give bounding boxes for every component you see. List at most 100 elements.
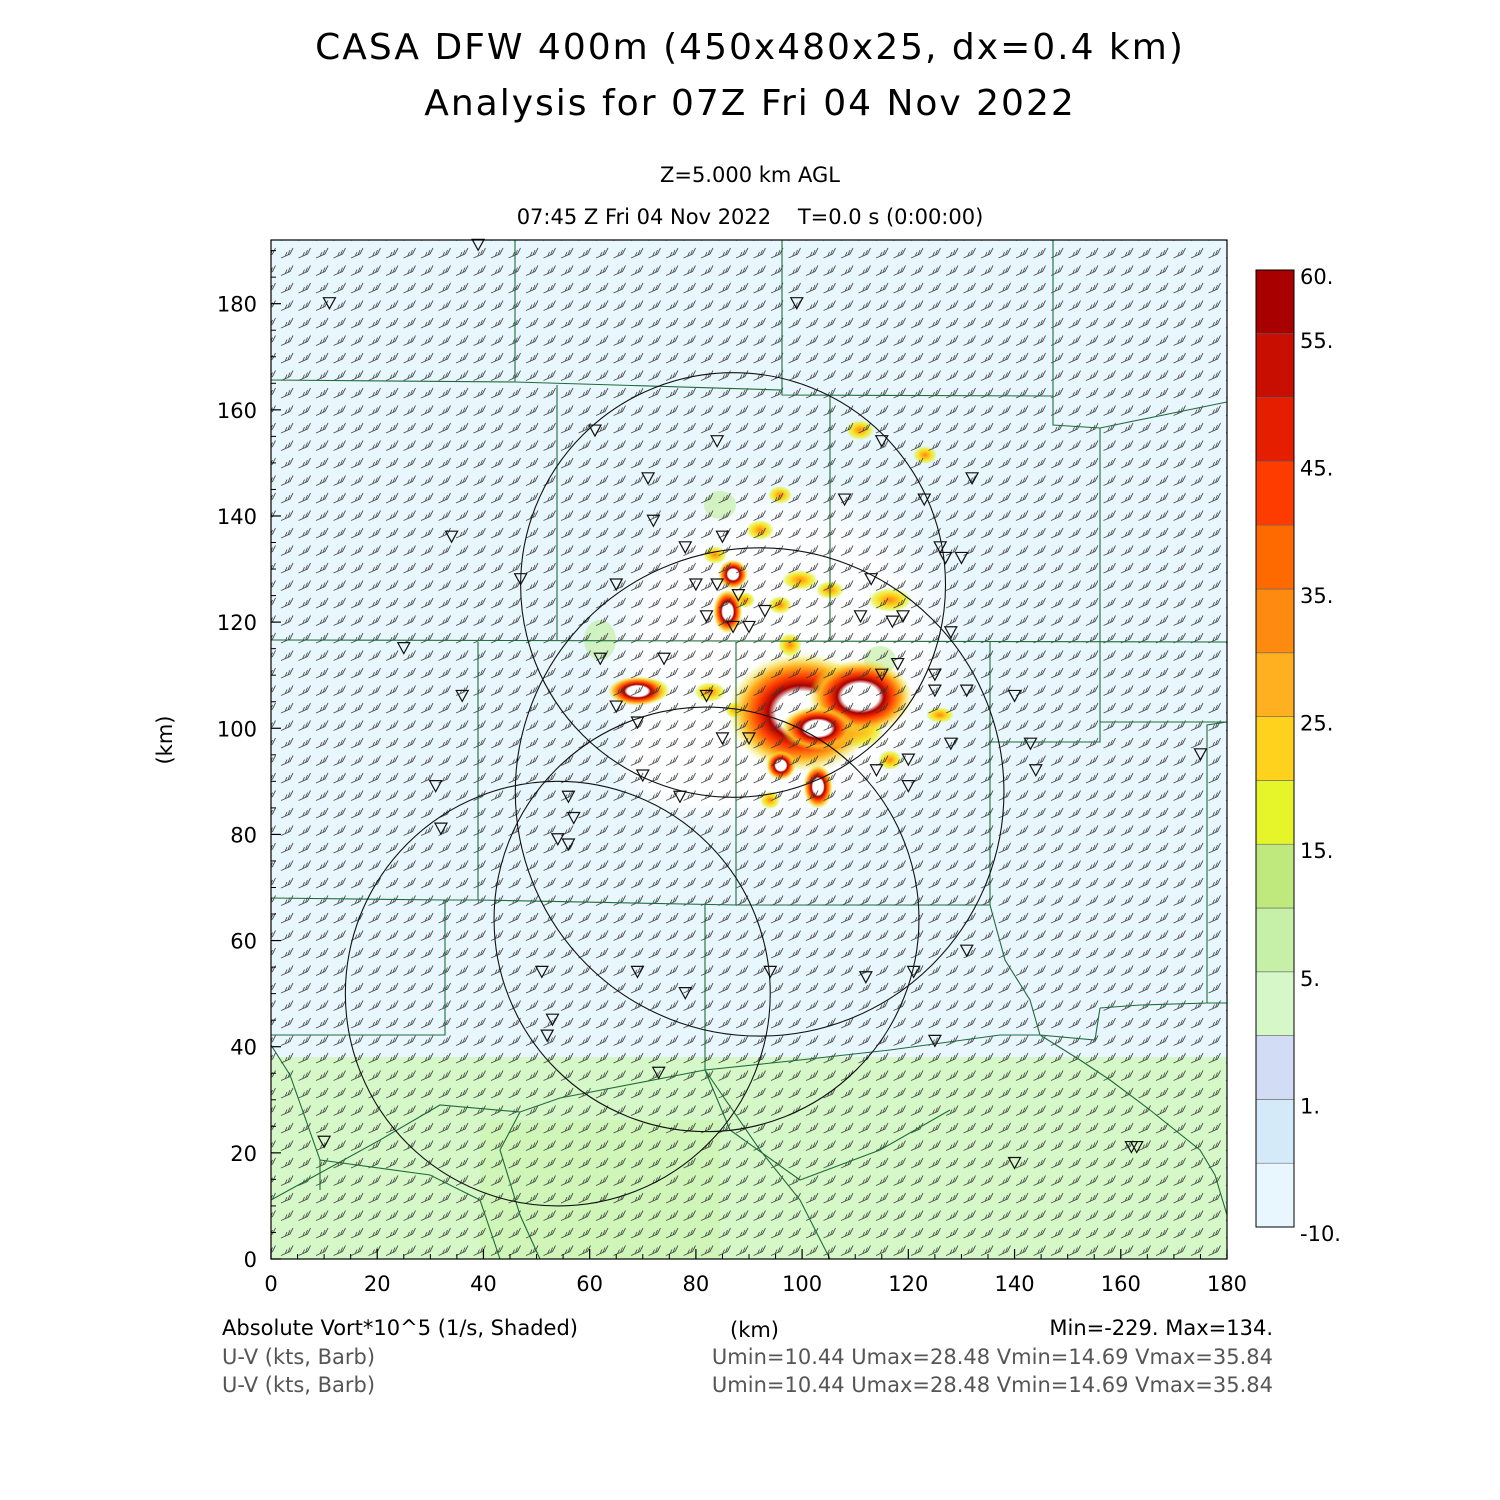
y-tick-label: 40 [230,1036,257,1060]
station-marker [965,472,980,486]
colorbar-swatch [1255,461,1295,526]
x-tick-label: 0 [264,1272,277,1296]
colorbar-swatch [1255,971,1295,1036]
station-marker [561,790,576,804]
station-marker [513,573,528,586]
station-marker [1028,764,1043,777]
station-marker [959,684,974,698]
station-marker [927,684,942,698]
y-tick-label: 0 [244,1248,257,1272]
x-axis: 0 20 40 60 80 100 120 140 160 180 [264,1249,1247,1296]
colorbar-label: 35. [1300,584,1333,608]
station-marker [699,610,714,624]
wind-barbs [271,240,1227,1259]
station-marker [1007,689,1022,703]
station-marker [927,1034,942,1048]
station-marker [943,626,958,639]
field-stats: Min=-229. Max=134. [1049,1316,1273,1340]
station-marker [710,435,725,448]
x-tick-label: 120 [888,1272,928,1296]
station-marker [789,297,804,310]
colorbar-swatch [1255,1099,1295,1164]
station-marker [938,551,953,565]
time-label: 07:45 Z Fri 04 Nov 2022 T=0.0 s (0:00:00… [516,205,984,229]
station-marker [651,1066,666,1080]
colorbar-label: 55. [1300,329,1333,353]
station-marker [646,514,661,528]
station-marker [901,753,916,767]
colorbar-label: 60. [1300,265,1333,289]
colorbar-label: 15. [1300,839,1333,863]
station-marker [933,541,948,555]
x-tick-label: 40 [470,1272,497,1296]
y-tick-label: 140 [217,505,257,529]
station-marker [1193,748,1208,762]
station-marker [433,822,448,836]
station-marker [864,573,879,586]
radar-ring-1 [514,547,1005,1037]
chart-title: CASA DFW 400m (450x480x25, dx=0.4 km) [315,27,1185,68]
station-marker [890,657,905,671]
barb-stats-2: Umin=10.44 Umax=28.48 Vmin=14.69 Vmax=35… [711,1373,1273,1397]
y-axis-label: (km) [153,715,177,764]
colorbar-swatch [1255,843,1295,909]
station-marker [641,472,656,486]
colorbar-swatch [1255,1162,1295,1228]
y-tick-label: 60 [230,930,257,954]
station-marker [763,965,778,979]
station-marker [1023,737,1038,751]
x-tick-label: 160 [1101,1272,1141,1296]
colorbar-label: -10. [1300,1222,1341,1246]
station-marker [885,615,900,629]
station-marker [901,780,916,793]
y-tick-label: 20 [230,1142,257,1166]
station-marker [587,424,602,438]
colorbar-label: 45. [1300,456,1333,480]
station-marker [927,668,942,682]
barb-stats-1: Umin=10.44 Umax=28.48 Vmin=14.69 Vmax=35… [711,1345,1273,1369]
station-marker [609,700,624,714]
colorbar-swatch [1255,907,1295,973]
colorbar-swatch [1255,333,1295,398]
station-marker [858,971,873,984]
station-marker [396,642,411,655]
station-marker [741,620,757,634]
x-tick-label: 60 [576,1272,603,1296]
station-marker [561,838,576,852]
station-marker [959,944,974,958]
radar-ring-3 [344,780,771,1207]
station-marker [954,551,969,565]
x-axis-unit: (km) [730,1318,780,1342]
colorbar-swatch [1255,397,1295,462]
x-tick-label: 20 [364,1272,391,1296]
level-label: Z=5.000 km AGL [659,163,841,187]
station-marker [943,737,958,751]
station-marker [1124,1140,1139,1154]
station-marker [593,652,608,666]
field-label: Absolute Vort*10^5 (1/s, Shaded) [222,1316,578,1340]
radar-ring-2 [493,706,920,1133]
station-marker [540,1029,555,1043]
station-marker [657,652,672,666]
station-marker [317,1135,332,1149]
colorbar-swatch [1255,588,1295,654]
station-marker [710,578,725,592]
colorbar-label: 1. [1300,1094,1320,1118]
y-tick-label: 80 [230,823,257,847]
station-marker [715,530,730,544]
station-marker [566,811,581,825]
station-marker [609,578,624,592]
station-marker [550,833,565,846]
station-marker [874,668,889,682]
station-marker [874,435,889,448]
x-tick-label: 100 [782,1272,822,1296]
station-marker [853,610,868,624]
station-marker [731,588,746,602]
station-marker [699,689,714,703]
station-marker [678,541,693,555]
station-marker [471,238,486,252]
station-marker [917,493,932,507]
colorbar: 60. 55. 45. 35. 25. 15. 5. 1. -10. [1255,265,1341,1246]
station-marker [428,780,443,793]
